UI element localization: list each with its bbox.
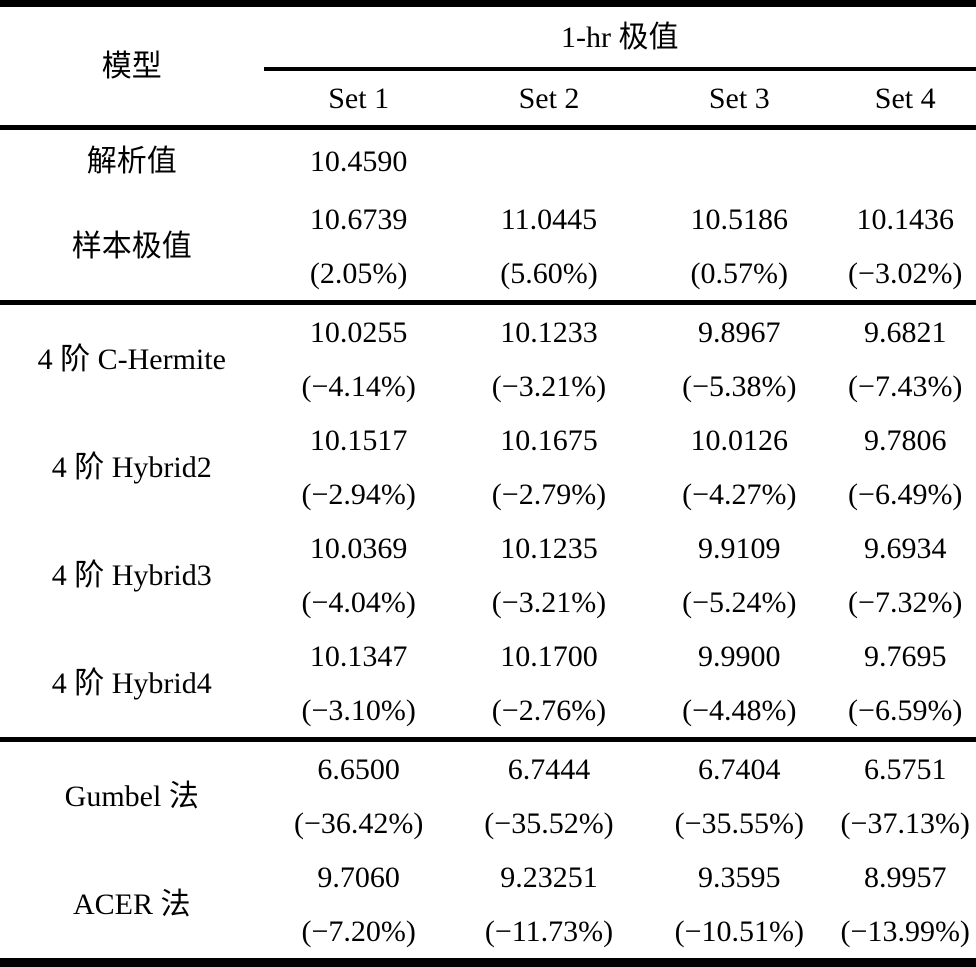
cell-pct: (−5.38%) bbox=[682, 369, 797, 403]
cell-value: 6.5751 bbox=[863, 752, 947, 786]
row-analytic: 解析值 10.4590 bbox=[0, 128, 976, 193]
cell-value: 9.7806 bbox=[863, 423, 947, 457]
header-1hr-extreme: 1-hr 极值 bbox=[263, 3, 976, 71]
cell-value: 6.7444 bbox=[507, 752, 591, 786]
cell-pct: (−5.24%) bbox=[682, 585, 797, 619]
row-acer-values: ACER 法 9.7060 9.23251 9.3595 8.9957 bbox=[0, 850, 976, 921]
header-set-1: Set 1 bbox=[328, 81, 390, 115]
row-label-hybrid3: 4 阶 Hybrid3 bbox=[51, 558, 212, 592]
cell-empty bbox=[454, 128, 644, 193]
cell-value: 8.9957 bbox=[863, 860, 947, 894]
row-label-analytic: 解析值 bbox=[86, 144, 177, 178]
cell-pct: (−36.42%) bbox=[293, 806, 424, 840]
cell-value: 9.7060 bbox=[317, 860, 400, 894]
cell-pct: (−2.94%) bbox=[301, 477, 416, 511]
cell-pct: (−7.20%) bbox=[301, 914, 416, 948]
row-chermite-values: 4 阶 C-Hermite 10.0255 10.1233 9.8967 9.6… bbox=[0, 303, 976, 376]
row-hybrid3-values: 4 阶 Hybrid3 10.0369 10.1235 9.9109 9.693… bbox=[0, 521, 976, 592]
cell-value: 10.1675 bbox=[500, 423, 598, 457]
cell-pct: (−3.21%) bbox=[491, 585, 607, 619]
header-set-4: Set 4 bbox=[874, 81, 936, 115]
cell-pct: (−4.04%) bbox=[301, 585, 416, 619]
cell-value: 10.1235 bbox=[500, 531, 598, 565]
header-set-2: Set 2 bbox=[518, 81, 580, 115]
cell-value: 10.6739 bbox=[309, 202, 408, 236]
cell-value: 10.1233 bbox=[500, 315, 598, 349]
cell-pct: (−6.49%) bbox=[848, 477, 963, 511]
row-hybrid2-values: 4 阶 Hybrid2 10.1517 10.1675 10.0126 9.78… bbox=[0, 413, 976, 484]
cell-pct: (−7.32%) bbox=[848, 585, 963, 619]
cell-pct: (−37.13%) bbox=[840, 806, 970, 840]
cell-pct: (−35.52%) bbox=[484, 806, 614, 840]
cell-pct: (−10.51%) bbox=[674, 914, 804, 948]
section-hermite-models: 4 阶 C-Hermite 10.0255 10.1233 9.8967 9.6… bbox=[0, 303, 976, 740]
cell-pct: (−6.59%) bbox=[848, 693, 963, 727]
row-label-hybrid4: 4 阶 Hybrid4 bbox=[51, 666, 212, 700]
row-sample-pcts: (2.05%) (5.60%) (0.57%) (−3.02%) bbox=[0, 246, 976, 303]
cell-pct: (−4.27%) bbox=[682, 477, 797, 511]
section-reference: 解析值 10.4590 样本极值 10.6739 11.0445 10.5186… bbox=[0, 128, 976, 303]
cell-pct: (−3.02%) bbox=[848, 256, 963, 290]
cell-value: 6.7404 bbox=[698, 752, 781, 786]
cell-value: 9.23251 bbox=[500, 860, 598, 894]
row-gumbel-pcts: (−36.42%) (−35.52%) (−35.55%) (−37.13%) bbox=[0, 796, 976, 850]
cell-pct: (−3.10%) bbox=[301, 693, 416, 727]
cell-value: 11.0445 bbox=[500, 202, 598, 236]
cell-pct: (−35.55%) bbox=[674, 806, 804, 840]
cell-value: 10.1700 bbox=[500, 639, 598, 673]
cell-value: 10.0369 bbox=[309, 531, 408, 565]
cell-pct: (−4.14%) bbox=[301, 369, 416, 403]
row-label-hybrid2: 4 阶 Hybrid2 bbox=[51, 450, 212, 484]
cell-value: 9.6934 bbox=[863, 531, 947, 565]
cell-value: 9.6821 bbox=[863, 315, 947, 349]
cell-value: 10.5186 bbox=[690, 202, 789, 236]
row-hybrid2-pcts: (−2.94%) (−2.79%) (−4.27%) (−6.49%) bbox=[0, 467, 976, 521]
cell-value: 10.4590 bbox=[309, 144, 408, 178]
cell-value: 9.8967 bbox=[698, 315, 781, 349]
cell-value: 9.7695 bbox=[863, 639, 947, 673]
cell-value: 6.6500 bbox=[317, 752, 400, 786]
cell-pct: (−13.99%) bbox=[840, 914, 970, 948]
row-hybrid3-pcts: (−4.04%) (−3.21%) (−5.24%) (−7.32%) bbox=[0, 575, 976, 629]
cell-pct: (0.57%) bbox=[690, 256, 789, 290]
header-set-3: Set 3 bbox=[708, 81, 770, 115]
cell-pct: (2.05%) bbox=[309, 256, 408, 290]
cell-pct: (−4.48%) bbox=[682, 693, 797, 727]
row-chermite-pcts: (−4.14%) (−3.21%) (−5.38%) (−7.43%) bbox=[0, 359, 976, 413]
cell-pct: (−2.79%) bbox=[491, 477, 607, 511]
row-gumbel-values: Gumbel 法 6.6500 6.7444 6.7404 6.5751 bbox=[0, 740, 976, 813]
cell-value: 10.0255 bbox=[309, 315, 408, 349]
header-model: 模型 bbox=[101, 49, 162, 83]
cell-value: 10.1436 bbox=[856, 202, 954, 236]
row-label-gumbel: Gumbel 法 bbox=[64, 779, 199, 813]
row-label-chermite: 4 阶 C-Hermite bbox=[37, 342, 226, 376]
row-label-acer: ACER 法 bbox=[73, 887, 191, 921]
cell-pct: (−7.43%) bbox=[848, 369, 963, 403]
cell-empty bbox=[834, 128, 976, 193]
row-hybrid4-values: 4 阶 Hybrid4 10.1347 10.1700 9.9900 9.769… bbox=[0, 629, 976, 700]
row-acer-pcts: (−7.20%) (−11.73%) (−10.51%) (−13.99%) bbox=[0, 904, 976, 963]
table-header: 模型 1-hr 极值 Set 1 Set 2 Set 3 Set 4 bbox=[0, 3, 976, 128]
cell-pct: (−2.76%) bbox=[491, 693, 607, 727]
header-spanner-row: 模型 1-hr 极值 bbox=[0, 3, 976, 83]
cell-value: 10.0126 bbox=[690, 423, 789, 457]
cell-pct: (−3.21%) bbox=[491, 369, 607, 403]
cell-value: 10.1347 bbox=[309, 639, 408, 673]
row-label-sample: 样本极值 bbox=[71, 229, 192, 263]
cell-pct: (−11.73%) bbox=[484, 914, 614, 948]
row-hybrid4-pcts: (−3.10%) (−2.76%) (−4.48%) (−6.59%) bbox=[0, 683, 976, 740]
cell-value: 9.9109 bbox=[698, 531, 781, 565]
cell-value: 9.3595 bbox=[698, 860, 781, 894]
row-sample-values: 样本极值 10.6739 11.0445 10.5186 10.1436 bbox=[0, 192, 976, 263]
cell-empty bbox=[644, 128, 834, 193]
cell-value: 9.9900 bbox=[698, 639, 781, 673]
header-sets-row: Set 1 Set 2 Set 3 Set 4 bbox=[0, 69, 976, 128]
cell-pct: (5.60%) bbox=[500, 256, 598, 290]
section-classic-methods: Gumbel 法 6.6500 6.7444 6.7404 6.5751 (−3… bbox=[0, 740, 976, 963]
cell-value: 10.1517 bbox=[309, 423, 408, 457]
